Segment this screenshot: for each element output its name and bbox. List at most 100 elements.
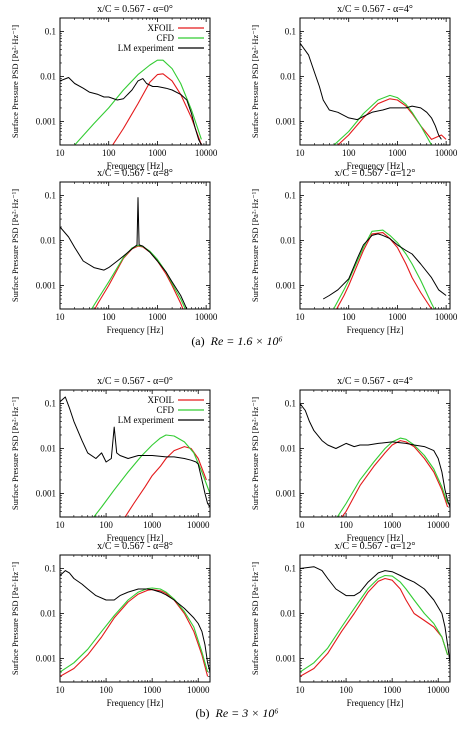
plot-frame — [299, 554, 451, 683]
y-tick-label: 0.1 — [285, 564, 296, 574]
series-xfoil — [60, 589, 209, 677]
x-tick-label: 10 — [296, 148, 306, 158]
panel-title: x/C = 0.567 - α=12° — [335, 541, 416, 552]
x-axis-label: Frequency [Hz] — [107, 161, 164, 171]
y-tick-label: 0.001 — [36, 488, 56, 498]
caption-a-label: (a) — [191, 334, 205, 348]
plot-frame — [59, 554, 211, 683]
series-cfd — [93, 434, 210, 517]
legend-label: LM experiment — [118, 43, 175, 53]
series-lm-experiment — [300, 403, 450, 508]
x-tick-label: 10000 — [187, 520, 210, 530]
panel-title: x/C = 0.567 - α=12° — [335, 168, 416, 179]
x-tick-label: 10000 — [427, 520, 450, 530]
series-xfoil — [337, 98, 447, 145]
series-lm-experiment — [60, 77, 202, 145]
series-lm-experiment — [300, 42, 442, 140]
x-axis-label: Frequency [Hz] — [107, 325, 164, 335]
x-tick-label: 10 — [296, 685, 306, 695]
x-tick-label: 10 — [296, 312, 306, 322]
x-tick-label: 100 — [102, 148, 116, 158]
y-tick-label: 0.01 — [40, 72, 56, 82]
panel-a-alpha-4: x/C = 0.567 - α=4° 10 100 1000 10000 0.001 0.0… — [250, 4, 458, 171]
y-tick-label: 0.1 — [285, 191, 296, 201]
panel-title: x/C = 0.567 - α=4° — [337, 4, 413, 15]
x-tick-label: 100 — [99, 520, 113, 530]
x-axis-label: Frequency [Hz] — [347, 161, 404, 171]
panel-b-alpha-8: x/C = 0.567 - α=8° 10 100 1000 10000 0.001 0.0… — [10, 541, 211, 708]
plot-frame — [299, 389, 451, 518]
x-tick-label: 10000 — [187, 685, 210, 695]
panel-title: x/C = 0.567 - α=4° — [337, 376, 413, 387]
panel-b-alpha-12: x/C = 0.567 - α=12° 10 100 1000 10000 0.001 0.… — [250, 541, 451, 708]
legend-label: XFOIL — [148, 395, 175, 405]
x-tick-label: 100 — [339, 520, 353, 530]
plot-area — [300, 566, 450, 677]
legend-label: LM experiment — [118, 415, 175, 425]
x-tick-label: 1000 — [388, 312, 407, 322]
plot-frame — [59, 17, 211, 146]
y-tick-label: 0.01 — [40, 444, 56, 454]
series-lm-experiment — [322, 233, 447, 300]
caption-b: (b) Re = 3 × 10⁶ — [0, 706, 474, 721]
plot-area — [300, 42, 447, 145]
y-axis-label: Surface Pressure PSD [Pa²·Hz⁻¹] — [10, 189, 20, 302]
x-tick-label: 1000 — [148, 312, 167, 322]
series-xfoil — [300, 577, 449, 677]
legend-label: XFOIL — [148, 23, 175, 33]
y-axis-label: Surface Pressure PSD [Pa²·Hz⁻¹] — [250, 397, 260, 510]
series-xfoil — [112, 73, 202, 145]
series-lm-experiment — [60, 197, 188, 309]
y-axis-label: Surface Pressure PSD [Pa²·Hz⁻¹] — [250, 189, 260, 302]
caption-b-reynolds: Re = 3 × 10⁶ — [215, 706, 279, 720]
y-axis-label: Surface Pressure PSD [Pa²·Hz⁻¹] — [10, 562, 20, 675]
y-tick-label: 0.1 — [45, 27, 56, 37]
y-tick-label: 0.001 — [276, 280, 296, 290]
plot-area — [60, 59, 202, 145]
y-axis-label: Surface Pressure PSD [Pa²·Hz⁻¹] — [250, 25, 260, 138]
x-tick-label: 100 — [342, 312, 356, 322]
x-tick-label: 10000 — [427, 685, 450, 695]
x-tick-label: 1000 — [388, 148, 407, 158]
panel-a-alpha-8: x/C = 0.567 - α=8° 10 100 1000 10000 0.001 0.0… — [10, 168, 218, 335]
x-tick-label: 1000 — [143, 520, 162, 530]
x-tick-label: 10 — [296, 520, 306, 530]
x-tick-label: 100 — [339, 685, 353, 695]
x-tick-label: 10000 — [435, 312, 458, 322]
x-tick-label: 100 — [99, 685, 113, 695]
y-tick-label: 0.1 — [45, 191, 56, 201]
y-tick-label: 0.001 — [276, 116, 296, 126]
x-tick-label: 10000 — [195, 148, 218, 158]
x-axis-label: Frequency [Hz] — [347, 698, 404, 708]
y-tick-label: 0.01 — [40, 609, 56, 619]
plot-frame — [59, 389, 211, 518]
x-tick-label: 10000 — [435, 148, 458, 158]
plot-area — [322, 229, 447, 309]
x-tick-label: 1000 — [148, 148, 167, 158]
series-cfd — [333, 94, 433, 145]
y-tick-label: 0.1 — [45, 399, 56, 409]
x-tick-label: 1000 — [143, 685, 162, 695]
plot-frame — [59, 181, 211, 310]
plot-area — [300, 403, 450, 517]
x-tick-label: 1000 — [383, 685, 402, 695]
x-tick-label: 100 — [342, 148, 356, 158]
series-cfd — [336, 437, 449, 517]
x-axis-label: Frequency [Hz] — [107, 698, 164, 708]
y-tick-label: 0.01 — [280, 609, 296, 619]
y-axis-label: Surface Pressure PSD [Pa²·Hz⁻¹] — [10, 397, 20, 510]
plot-frame — [299, 181, 451, 310]
plot-area — [60, 570, 210, 677]
x-tick-label: 100 — [102, 312, 116, 322]
x-axis-label: Frequency [Hz] — [347, 533, 404, 543]
y-tick-label: 0.001 — [36, 280, 56, 290]
y-axis-label: Surface Pressure PSD [Pa²·Hz⁻¹] — [10, 25, 20, 138]
x-axis-label: Frequency [Hz] — [347, 325, 404, 335]
series-lm-experiment — [60, 570, 210, 673]
panel-b-alpha-4: x/C = 0.567 - α=4° 10 100 1000 10000 0.001 0.0… — [250, 376, 451, 543]
series-cfd — [300, 574, 449, 673]
y-tick-label: 0.1 — [285, 399, 296, 409]
